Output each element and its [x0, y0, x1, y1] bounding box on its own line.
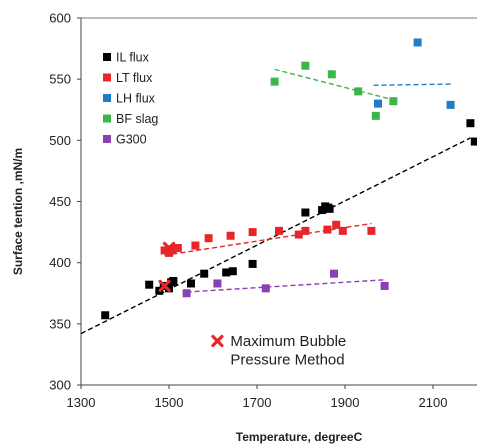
data-point — [228, 267, 237, 276]
data-point — [145, 280, 154, 289]
y-tick-label: 450 — [49, 194, 71, 209]
x-axis-title: Temperature, degreeC — [236, 430, 363, 444]
data-point — [389, 97, 398, 106]
legend-label: G300 — [116, 133, 147, 147]
bubble-method-marker — [162, 241, 176, 255]
data-point — [169, 277, 178, 286]
legend-label: LH flux — [116, 92, 156, 106]
legend-swatch — [103, 135, 111, 143]
data-point — [248, 228, 257, 237]
y-tick-label: 600 — [49, 11, 71, 26]
data-point — [270, 77, 279, 86]
data-point — [301, 208, 310, 217]
data-point — [446, 100, 455, 109]
trend-line — [164, 222, 372, 257]
axis-ticks: 300 350 400 450 500 550 600 1300 1500 1700 1900 210… — [49, 11, 447, 411]
y-tick-label: 500 — [49, 133, 71, 148]
trend-line — [373, 83, 453, 86]
data-point — [367, 226, 376, 235]
trend-line — [274, 68, 390, 100]
trend-line — [186, 279, 385, 293]
data-point — [466, 119, 475, 128]
data-points — [101, 38, 477, 320]
x-tick-label: 1500 — [155, 395, 184, 410]
legend-swatch — [103, 94, 111, 102]
data-point — [354, 87, 363, 96]
legend-label: LT flux — [116, 71, 153, 85]
data-point — [294, 230, 303, 239]
data-point — [327, 70, 336, 79]
data-point — [248, 259, 257, 268]
legend: IL flux LT flux LH flux BF slag G300 — [103, 51, 158, 147]
bubble-method-label: Maximum Bubble — [230, 333, 346, 350]
bubble-method-legend-marker — [211, 334, 224, 348]
data-point — [191, 241, 200, 250]
y-tick-label: 300 — [49, 378, 71, 393]
legend-label: IL flux — [116, 51, 150, 65]
y-tick-label: 400 — [49, 255, 71, 270]
data-point — [371, 111, 380, 120]
y-tick-label: 550 — [49, 72, 71, 87]
data-point — [470, 137, 477, 146]
data-point — [380, 281, 389, 290]
legend-swatch — [103, 73, 111, 82]
data-point — [332, 220, 341, 229]
bubble-method-label: Pressure Method — [230, 351, 344, 368]
data-point — [182, 289, 191, 298]
data-point — [200, 269, 209, 278]
data-point — [173, 243, 182, 252]
data-point — [101, 311, 110, 320]
x-tick-label: 1900 — [331, 395, 360, 410]
data-point — [275, 226, 283, 235]
y-axis-title: Surface tention ,mN/m — [11, 148, 25, 275]
legend-label: BF slag — [116, 112, 158, 126]
data-point — [187, 279, 195, 288]
data-point — [261, 284, 270, 293]
bubble-method-marker — [158, 279, 171, 293]
data-point — [301, 61, 310, 70]
data-point — [222, 268, 231, 277]
x-tick-label: 2100 — [419, 395, 448, 410]
data-point — [168, 245, 177, 254]
x-marker-stroke — [211, 334, 224, 348]
y-tick-label: 350 — [49, 316, 71, 331]
data-point — [338, 226, 347, 235]
x-tick-label: 1700 — [243, 395, 272, 410]
x-marker-stroke — [158, 279, 171, 293]
data-point — [413, 38, 422, 47]
data-point — [301, 226, 310, 235]
x-tick-label: 1300 — [67, 395, 96, 410]
legend-swatch — [103, 53, 111, 61]
data-point — [204, 234, 213, 243]
data-point — [213, 279, 222, 288]
data-point — [323, 225, 332, 234]
trend-lines — [80, 68, 471, 335]
data-point — [374, 99, 382, 108]
trend-line — [80, 137, 471, 335]
x-marker-stroke — [162, 241, 176, 255]
legend-swatch — [103, 114, 111, 123]
data-point — [226, 231, 235, 240]
data-point — [325, 204, 334, 213]
data-point — [330, 269, 338, 278]
